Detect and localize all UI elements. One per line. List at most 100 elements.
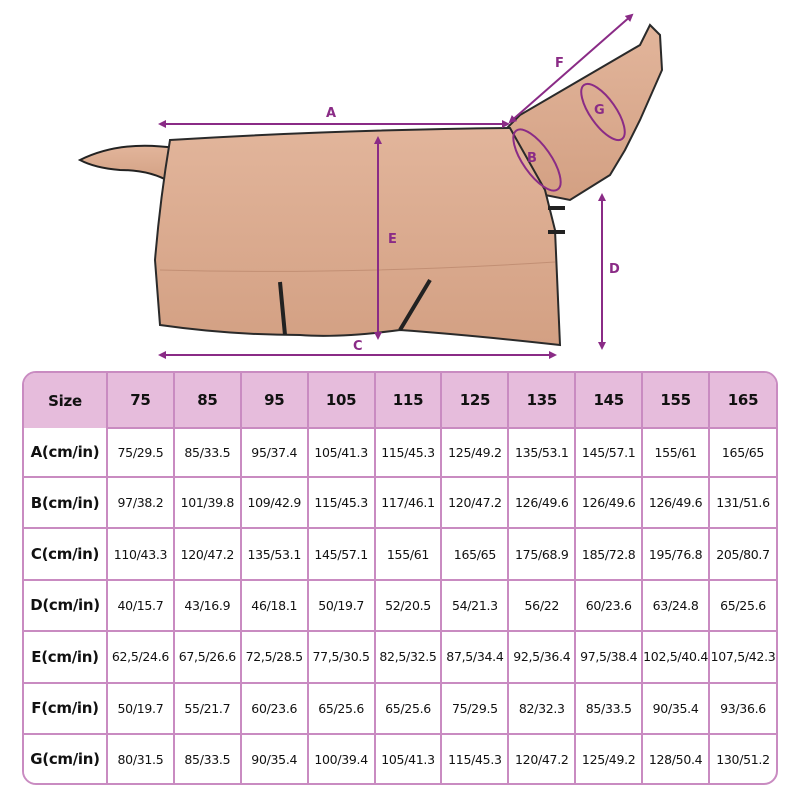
table-cell: 120/47.2 (507, 733, 577, 783)
label-e: E (388, 232, 397, 247)
column-header: 95 (239, 373, 309, 428)
table-cell: 54/21.3 (440, 578, 510, 633)
measurement-lines (158, 13, 634, 359)
table-cell: 97/38.2 (106, 475, 175, 530)
table-cell: 92,5/36.4 (507, 630, 577, 684)
column-header: 115 (373, 373, 443, 428)
table-cell: 126/49.6 (574, 475, 644, 530)
row-label: C(cm/in) (24, 527, 108, 581)
table-cell: 75/29.5 (106, 427, 175, 478)
table-cell: 205/80.7 (708, 527, 776, 581)
table-cell: 145/57.1 (574, 427, 644, 478)
column-header: 75 (106, 373, 175, 428)
table-cell: 100/39.4 (306, 733, 376, 783)
table-cell: 102,5/40.4 (641, 630, 711, 684)
label-d: D (609, 262, 620, 277)
table-cell: 43/16.9 (172, 578, 242, 633)
table-cell: 165/65 (708, 427, 776, 478)
table-row: D(cm/in) 40/15.7 43/16.9 46/18.1 50/19.7 52/2… (24, 578, 776, 633)
table-cell: 115/45.3 (373, 427, 443, 478)
table-cell: 87,5/34.4 (440, 630, 510, 684)
table-cell: 155/61 (641, 427, 711, 478)
row-label: F(cm/in) (24, 681, 108, 736)
column-header: 145 (574, 373, 644, 428)
table-cell: 85/33.5 (574, 681, 644, 736)
table-row: B(cm/in) 97/38.2 101/39.8 109/42.9 115/45.3 1… (24, 475, 776, 530)
table-row: A(cm/in) 75/29.5 85/33.5 95/37.4 105/41.3 115… (24, 427, 776, 478)
table-cell: 145/57.1 (306, 527, 376, 581)
horse-rug-diagram: A B C D E F G (77, 13, 664, 359)
column-header: 105 (306, 373, 376, 428)
row-label: D(cm/in) (24, 578, 108, 633)
column-header: 125 (440, 373, 510, 428)
table-cell: 62,5/24.6 (106, 630, 175, 684)
label-a: A (326, 106, 336, 121)
table-cell: 117/46.1 (373, 475, 443, 530)
table-cell: 165/65 (440, 527, 510, 581)
table-cell: 120/47.2 (440, 475, 510, 530)
table-row: E(cm/in) 62,5/24.6 67,5/26.6 72,5/28.5 77,5/… (24, 630, 776, 684)
table-cell: 90/35.4 (641, 681, 711, 736)
table-cell: 120/47.2 (172, 527, 242, 581)
label-g: G (594, 103, 605, 118)
table-cell: 67,5/26.6 (172, 630, 242, 684)
rug-illustration (77, 23, 664, 347)
table-cell: 52/20.5 (373, 578, 443, 633)
table-cell: 107,5/42.3 (708, 630, 776, 684)
table-cell: 130/51.2 (708, 733, 776, 783)
table-cell: 185/72.8 (574, 527, 644, 581)
table-cell: 110/43.3 (106, 527, 175, 581)
table-cell: 115/45.3 (440, 733, 510, 783)
row-label: G(cm/in) (24, 733, 108, 783)
table-cell: 82,5/32.5 (373, 630, 443, 684)
table-cell: 128/50.4 (641, 733, 711, 783)
column-header: 155 (641, 373, 711, 428)
table-cell: 97,5/38.4 (574, 630, 644, 684)
table-cell: 82/32.3 (507, 681, 577, 736)
table-cell: 50/19.7 (106, 681, 175, 736)
row-label: E(cm/in) (24, 630, 108, 684)
size-chart-table: Size 75 85 95 105 115 125 135 145 155 165 A(cm/in)… (22, 371, 778, 785)
table-cell: 195/76.8 (641, 527, 711, 581)
table-cell: 85/33.5 (172, 733, 242, 783)
column-header: 165 (708, 373, 776, 428)
table-cell: 126/49.6 (641, 475, 711, 530)
label-c: C (353, 339, 363, 354)
table-cell: 175/68.9 (507, 527, 577, 581)
table-cell: 60/23.6 (239, 681, 309, 736)
table-cell: 109/42.9 (239, 475, 309, 530)
table-cell: 90/35.4 (239, 733, 309, 783)
table-cell: 115/45.3 (306, 475, 376, 530)
table-cell: 101/39.8 (172, 475, 242, 530)
label-f: F (555, 56, 564, 71)
table-cell: 46/18.1 (239, 578, 309, 633)
table-cell: 56/22 (507, 578, 577, 633)
table-cell: 65/25.6 (708, 578, 776, 633)
label-b: B (527, 151, 537, 166)
row-label: A(cm/in) (24, 428, 108, 478)
table-cell: 95/37.4 (239, 427, 309, 478)
table-cell: 65/25.6 (306, 681, 376, 736)
column-header: 135 (507, 373, 577, 428)
table-cell: 65/25.6 (373, 681, 443, 736)
table-cell: 60/23.6 (574, 578, 644, 633)
table-cell: 85/33.5 (172, 427, 242, 478)
table-cell: 135/53.1 (239, 527, 309, 581)
table-row: G(cm/in) 80/31.5 85/33.5 90/35.4 100/39.4 105… (24, 733, 776, 783)
row-label: B(cm/in) (24, 475, 108, 530)
table-cell: 125/49.2 (574, 733, 644, 783)
table-cell: 105/41.3 (373, 733, 443, 783)
table-cell: 105/41.3 (306, 427, 376, 478)
table-cell: 72,5/28.5 (239, 630, 309, 684)
table-row: C(cm/in) 110/43.3 120/47.2 135/53.1 145/57.1… (24, 527, 776, 581)
table-cell: 80/31.5 (106, 733, 175, 783)
column-header: 85 (172, 373, 242, 428)
table-header-row: Size 75 85 95 105 115 125 135 145 155 165 (24, 373, 776, 428)
table-cell: 135/53.1 (507, 427, 577, 478)
table-cell: 131/51.6 (708, 475, 776, 530)
table-cell: 126/49.6 (507, 475, 577, 530)
table-cell: 77,5/30.5 (306, 630, 376, 684)
table-cell: 93/36.6 (708, 681, 776, 736)
table-cell: 50/19.7 (306, 578, 376, 633)
table-cell: 40/15.7 (106, 578, 175, 633)
